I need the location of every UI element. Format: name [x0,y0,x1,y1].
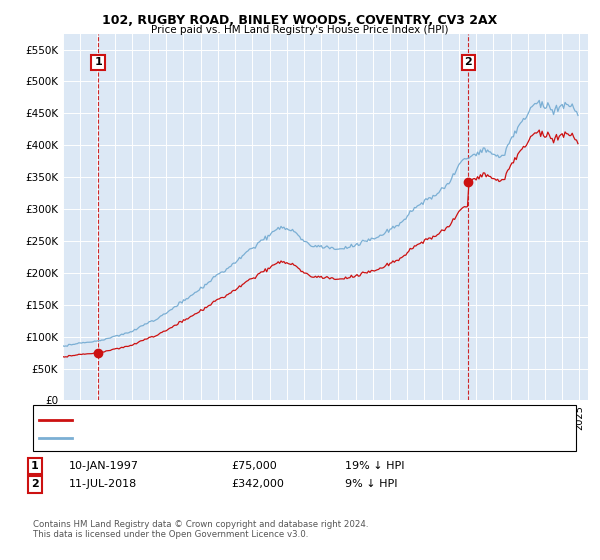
Text: 1: 1 [31,461,38,471]
Text: HPI: Average price, detached house, Rugby: HPI: Average price, detached house, Rugb… [78,433,290,443]
Text: 19% ↓ HPI: 19% ↓ HPI [345,461,404,471]
Text: 9% ↓ HPI: 9% ↓ HPI [345,479,398,489]
Text: Price paid vs. HM Land Registry's House Price Index (HPI): Price paid vs. HM Land Registry's House … [151,25,449,35]
Text: 2: 2 [31,479,38,489]
Text: £75,000: £75,000 [231,461,277,471]
Text: 2: 2 [464,57,472,67]
Text: £342,000: £342,000 [231,479,284,489]
Text: 102, RUGBY ROAD, BINLEY WOODS, COVENTRY, CV3 2AX (detached house): 102, RUGBY ROAD, BINLEY WOODS, COVENTRY,… [78,414,447,424]
Text: 1: 1 [94,57,102,67]
Text: 102, RUGBY ROAD, BINLEY WOODS, COVENTRY, CV3 2AX: 102, RUGBY ROAD, BINLEY WOODS, COVENTRY,… [103,14,497,27]
Text: 10-JAN-1997: 10-JAN-1997 [69,461,139,471]
Text: Contains HM Land Registry data © Crown copyright and database right 2024.
This d: Contains HM Land Registry data © Crown c… [33,520,368,539]
Text: 11-JUL-2018: 11-JUL-2018 [69,479,137,489]
